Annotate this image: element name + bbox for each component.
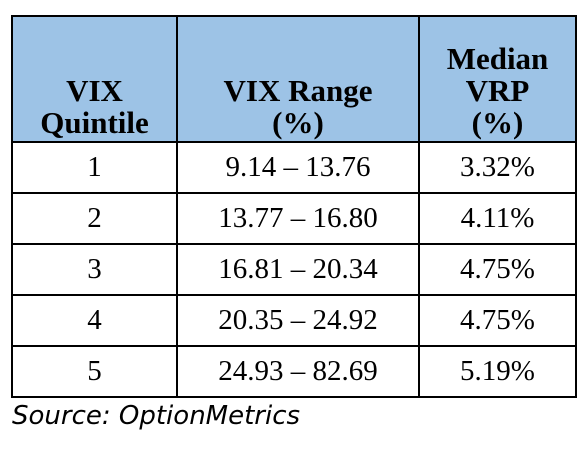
table-cell: 4: [11, 294, 178, 347]
header-text: VIX: [66, 73, 123, 108]
header-cell: Median VRP (%): [418, 15, 577, 143]
table-cell: 5: [11, 345, 178, 398]
header-text: (%): [272, 105, 324, 140]
table-cell: 1: [11, 141, 178, 194]
table-cell: 13.77 – 16.80: [176, 192, 420, 245]
table-cell: 4.11%: [418, 192, 577, 245]
table-cell: 16.81 – 20.34: [176, 243, 420, 296]
table-cell: 3.32%: [418, 141, 577, 194]
header-text: VIX Range: [223, 73, 373, 108]
table-cell: 4.75%: [418, 294, 577, 347]
table-cell: 3: [11, 243, 178, 296]
table-cell: 5.19%: [418, 345, 577, 398]
table-row: 2 13.77 – 16.80 4.11%: [11, 192, 577, 245]
source-note: Source: OptionMetrics: [12, 401, 301, 431]
header-text: Median: [446, 41, 549, 76]
header-text: Quintile: [40, 105, 149, 140]
table-row: 3 16.81 – 20.34 4.75%: [11, 243, 577, 296]
table-row: 5 24.93 – 82.69 5.19%: [11, 345, 577, 398]
table-body: 1 9.14 – 13.76 3.32% 2 13.77 – 16.80 4.11% 3 16…: [11, 141, 577, 398]
table-cell: 2: [11, 192, 178, 245]
vix-table: VIX Quintile VIX Range (%) Median VRP (%) 1 9.1…: [11, 15, 577, 398]
table-row: 1 9.14 – 13.76 3.32%: [11, 141, 577, 194]
table-row: 4 20.35 – 24.92 4.75%: [11, 294, 577, 347]
header-cell: VIX Range (%): [176, 15, 420, 143]
table-cell: 20.35 – 24.92: [176, 294, 420, 347]
table-cell: 24.93 – 82.69: [176, 345, 420, 398]
table-cell: 9.14 – 13.76: [176, 141, 420, 194]
header-row: VIX Quintile VIX Range (%) Median VRP (%): [11, 15, 577, 143]
header-text: (%): [471, 105, 524, 140]
table-cell: 4.75%: [418, 243, 577, 296]
header-cell: VIX Quintile: [11, 15, 178, 143]
header-text: VRP: [465, 73, 530, 108]
